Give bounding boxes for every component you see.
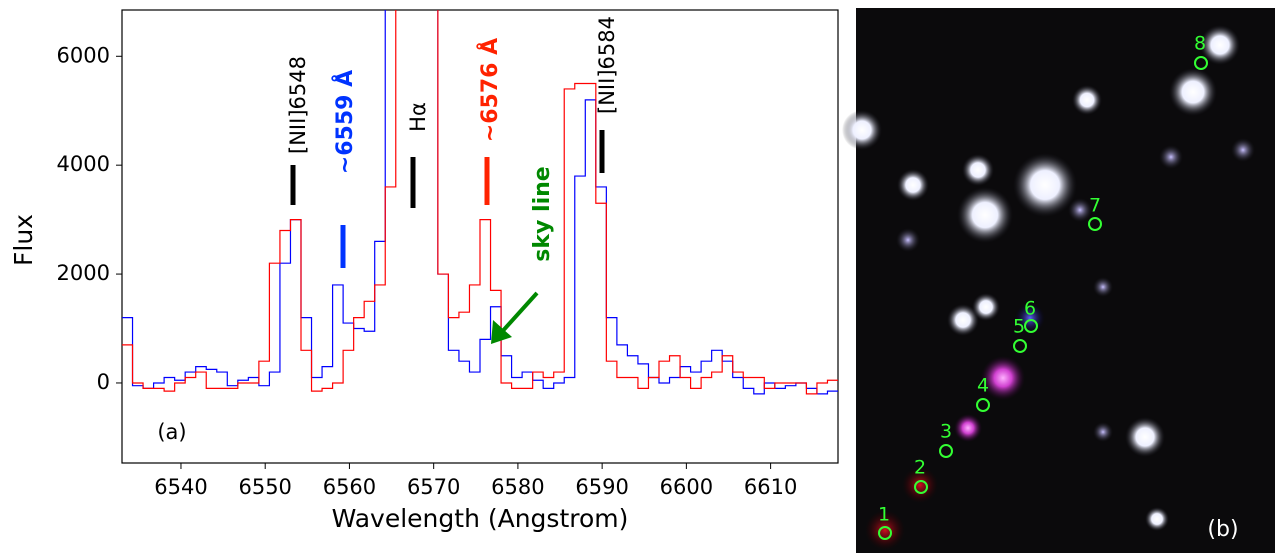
annotation: Hα xyxy=(406,102,430,132)
y-axis-label: Flux xyxy=(9,214,38,266)
annotation: sky line xyxy=(530,166,555,261)
x-tick-label: 6550 xyxy=(238,475,291,499)
y-tick-label: 4000 xyxy=(57,152,110,176)
x-axis-label: Wavelength (Angstrom) xyxy=(332,504,629,533)
annotation: [NII]6548 xyxy=(286,56,310,154)
spectrum-chart: Wavelength (Angstrom) Flux (a) 6540 6550 6… xyxy=(9,2,838,533)
marker-label: 2 xyxy=(914,457,926,479)
annotation-arrow xyxy=(500,293,537,334)
x-tick-label: 6600 xyxy=(660,475,713,499)
x-tick-label: 6540 xyxy=(154,475,207,499)
panel-label: (a) xyxy=(157,420,186,444)
y-tick-label: 0 xyxy=(97,370,110,394)
page: Wavelength (Angstrom) Flux (a) 6540 6550 6… xyxy=(0,0,1275,553)
image-panel-label: (b) xyxy=(1207,517,1238,542)
marker-label: 3 xyxy=(940,421,952,443)
y-tick-label: 6000 xyxy=(57,43,110,67)
y-tick-label: 2000 xyxy=(57,261,110,285)
annotation: ~6559 Å xyxy=(332,70,358,174)
annotation: ~6576 Å xyxy=(477,38,503,142)
x-tick-label: 6560 xyxy=(323,475,376,499)
x-tick-label: 6610 xyxy=(744,475,797,499)
x-tick-label: 6580 xyxy=(491,475,544,499)
x-tick-label: 6570 xyxy=(407,475,460,499)
marker-label: 4 xyxy=(977,375,989,397)
marker-label: 7 xyxy=(1089,195,1101,217)
x-tick-label: 6590 xyxy=(575,475,628,499)
marker-label: 1 xyxy=(878,504,890,526)
marker-label: 8 xyxy=(1194,33,1206,55)
annotation: [NII]6584 xyxy=(595,16,619,114)
marker-label: 6 xyxy=(1024,298,1036,320)
